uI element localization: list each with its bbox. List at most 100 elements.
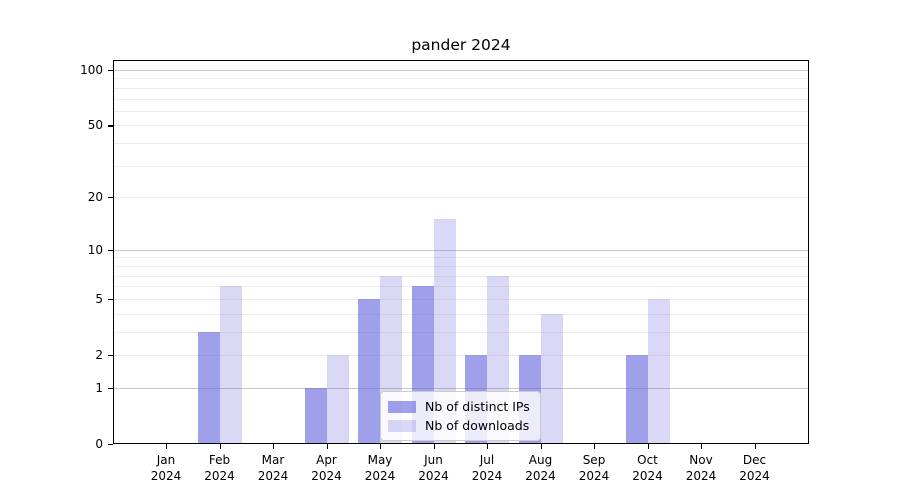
year-label: 2024 xyxy=(311,469,342,483)
y-tick-label: 2 xyxy=(95,348,103,362)
month-label: Jun xyxy=(424,453,443,467)
y-tick-mark xyxy=(108,387,113,389)
x-tick-mark xyxy=(380,444,382,449)
y-tick-mark xyxy=(108,298,113,300)
bar-downloads xyxy=(219,286,242,444)
legend-swatch-downloads xyxy=(388,419,416,432)
gridline-minor xyxy=(113,98,809,100)
x-tick-label-feb: Feb 2024 xyxy=(188,452,252,484)
month-label: Feb xyxy=(208,453,231,467)
bar-distinct-ips xyxy=(304,387,327,444)
y-tick-mark xyxy=(108,249,113,251)
legend-label: Nb of downloads xyxy=(425,418,530,433)
year-label: 2024 xyxy=(471,469,503,483)
y-tick-label: 0 xyxy=(95,437,103,451)
gridline-minor xyxy=(113,110,809,112)
y-tick-label: 5 xyxy=(95,291,103,306)
month-label: Nov xyxy=(689,453,713,467)
x-tick-label-oct: Oct 2024 xyxy=(616,452,680,484)
y-tick-mark xyxy=(108,355,113,357)
x-tick-mark xyxy=(433,444,435,449)
bar-distinct-ips xyxy=(197,331,220,444)
gridline-minor xyxy=(113,331,809,333)
chart-title: pander 2024 xyxy=(411,36,511,54)
month-label: Mar xyxy=(261,453,285,467)
x-tick-label-sep: Sep 2024 xyxy=(562,452,626,484)
gridline-major xyxy=(113,70,809,71)
month-label: Jan xyxy=(156,453,176,467)
gridline-minor xyxy=(113,87,809,89)
month-label: Oct xyxy=(637,453,658,467)
month-label: Dec xyxy=(742,453,767,467)
y-tick-mark xyxy=(108,197,113,199)
year-label: 2024 xyxy=(578,469,610,483)
x-tick-mark xyxy=(754,444,756,449)
x-tick-label-nov: Nov 2024 xyxy=(669,452,733,484)
gridline-minor xyxy=(113,265,809,267)
legend-swatch-distinct-ips xyxy=(388,400,416,413)
x-tick-label-apr: Apr 2024 xyxy=(295,452,359,484)
gridline-minor xyxy=(113,286,809,288)
x-tick-label-mar: Mar 2024 xyxy=(241,452,305,484)
year-label: 2024 xyxy=(525,469,556,483)
bar-downloads xyxy=(433,219,456,444)
x-tick-mark xyxy=(487,444,489,449)
year-label: 2024 xyxy=(632,469,663,483)
bar-downloads xyxy=(326,355,349,444)
y-tick-label: 20 xyxy=(87,190,103,205)
legend-label: Nb of distinct IPs xyxy=(425,399,530,414)
x-tick-mark xyxy=(273,444,275,449)
gridline-minor xyxy=(113,165,809,167)
gridline-major xyxy=(113,249,809,251)
month-label: Aug xyxy=(528,453,553,467)
legend-row: Nb of downloads xyxy=(388,416,530,435)
y-tick-label: 100 xyxy=(80,63,103,77)
gridline-minor xyxy=(113,125,809,127)
year-label: 2024 xyxy=(685,469,717,483)
gridline-major xyxy=(113,387,809,389)
year-label: 2024 xyxy=(739,469,770,483)
gridline-minor xyxy=(113,78,809,80)
y-tick-label: 10 xyxy=(87,242,103,257)
legend-row: Nb of distinct IPs xyxy=(388,397,530,416)
y-tick-mark xyxy=(108,125,113,127)
y-tick-label: 1 xyxy=(95,380,103,395)
x-tick-label-aug: Aug 2024 xyxy=(509,452,573,484)
x-tick-mark xyxy=(647,444,649,449)
x-tick-label-jul: Jul 2024 xyxy=(455,452,519,484)
gridline-minor xyxy=(113,313,809,315)
x-tick-mark xyxy=(326,444,328,449)
gridline-minor xyxy=(113,275,809,277)
legend: Nb of distinct IPs Nb of downloads xyxy=(380,391,541,441)
y-tick-mark xyxy=(108,444,113,446)
bar-downloads xyxy=(647,298,670,444)
x-tick-mark xyxy=(540,444,542,449)
x-tick-label-may: May 2024 xyxy=(348,452,412,484)
gridline-minor xyxy=(113,143,809,145)
bar-distinct-ips xyxy=(625,355,648,444)
x-tick-mark xyxy=(166,444,168,449)
year-label: 2024 xyxy=(364,469,396,483)
x-tick-mark xyxy=(219,444,221,449)
gridline-minor xyxy=(113,197,809,199)
year-label: 2024 xyxy=(257,469,289,483)
month-label: Sep xyxy=(582,453,606,467)
year-label: 2024 xyxy=(150,469,182,483)
x-tick-mark xyxy=(701,444,703,449)
year-label: 2024 xyxy=(418,469,449,483)
x-tick-mark xyxy=(594,444,596,449)
bar-downloads xyxy=(540,313,563,444)
y-tick-mark xyxy=(108,70,113,72)
gridline-minor xyxy=(113,298,809,300)
bar-distinct-ips xyxy=(358,298,380,444)
x-tick-label-jan: Jan 2024 xyxy=(134,452,198,484)
x-tick-label-jun: Jun 2024 xyxy=(402,452,466,484)
y-tick-label: 50 xyxy=(87,118,103,133)
month-label: Apr xyxy=(316,453,337,467)
gridline-minor xyxy=(113,257,809,259)
year-label: 2024 xyxy=(204,469,235,483)
month-label: Jul xyxy=(479,453,495,467)
x-tick-label-dec: Dec 2024 xyxy=(723,452,787,484)
month-label: May xyxy=(367,453,393,467)
